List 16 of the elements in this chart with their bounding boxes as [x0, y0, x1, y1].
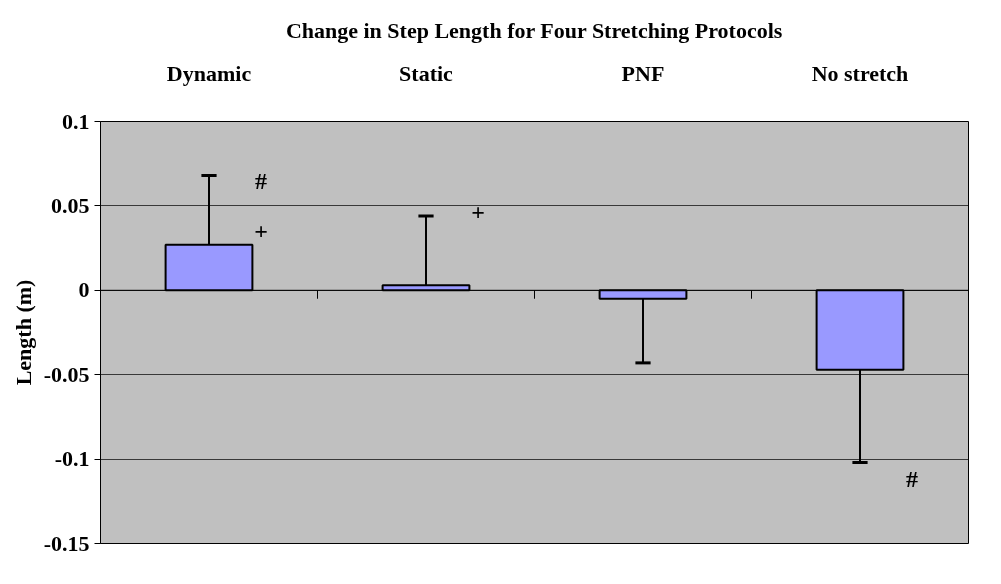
x-tick-label: Static [399, 60, 454, 86]
y-tick-label: -0.05 [43, 361, 90, 387]
y-tick-label: 0 [78, 277, 90, 303]
annotation: + [471, 199, 485, 226]
x-tick-label: PNF [621, 60, 665, 86]
annotation: # [255, 167, 268, 194]
x-tick-label: No stretch [811, 60, 909, 86]
y-axis-title: Length (m) [10, 279, 36, 386]
y-tick-label: -0.15 [43, 530, 90, 556]
chart-title: Change in Step Length for Four Stretching Protocols [285, 17, 783, 43]
y-tick-label: 0.1 [62, 108, 90, 134]
annotation: + [254, 217, 268, 244]
y-tick-label: -0.1 [54, 446, 90, 472]
y-tick-label: 0.05 [51, 192, 90, 218]
annotation: # [906, 466, 919, 493]
x-tick-label: Dynamic [166, 60, 252, 86]
